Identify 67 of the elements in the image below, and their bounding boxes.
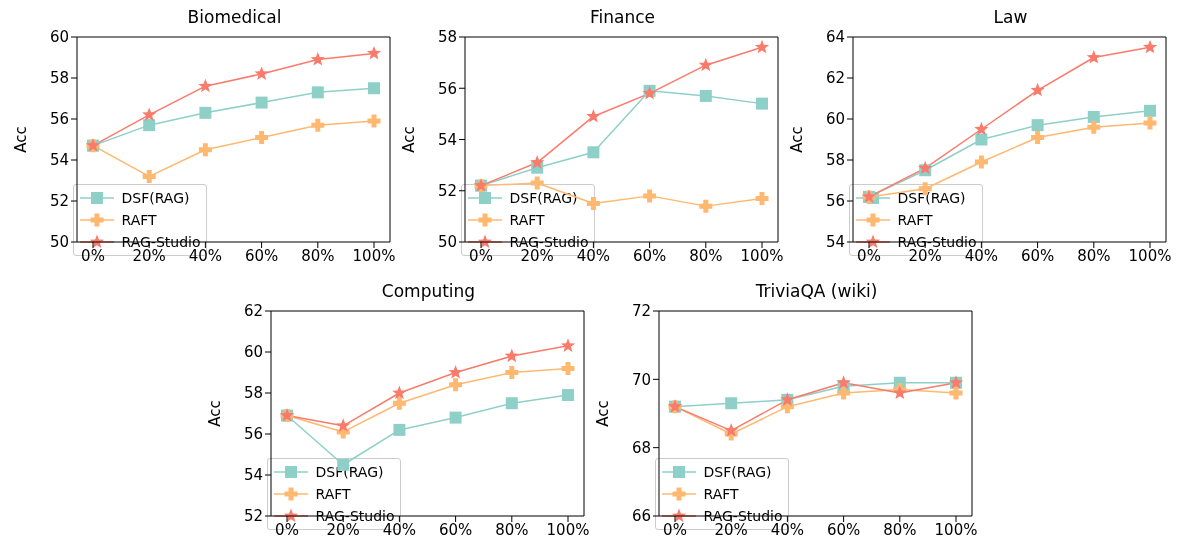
y-tick-label: 60: [49, 28, 69, 47]
y-tick-label: 66: [631, 507, 651, 526]
legend-label: DSF(RAG): [509, 190, 578, 206]
x-tick-label: 0%: [468, 246, 493, 265]
y-tick-label: 56: [49, 110, 69, 129]
x-tick-label: 0%: [80, 246, 105, 265]
legend-label: DSF(RAG): [315, 464, 384, 480]
y-tick-label: 64: [825, 28, 845, 47]
legend-label: RAFT: [703, 486, 739, 502]
x-tick-label: 60%: [1020, 246, 1054, 265]
y-tick-label: 56: [825, 192, 845, 211]
y-tick-label: 58: [825, 151, 845, 170]
y-tick-label: 54: [49, 151, 69, 170]
y-tick-label: 58: [437, 28, 457, 47]
y-tick-label: 52: [437, 182, 457, 201]
legend-label: DSF(RAG): [897, 190, 966, 206]
y-axis-title: Acc: [205, 400, 224, 427]
legend-label: RAFT: [121, 212, 157, 228]
x-tick-label: 0%: [662, 520, 687, 539]
y-tick-label: 58: [243, 384, 263, 403]
y-axis-title: Acc: [787, 126, 806, 153]
chart-title: Law: [992, 7, 1029, 27]
x-tick-label: 0%: [274, 520, 299, 539]
chart-title: Computing: [380, 281, 477, 301]
x-tick-label: 60%: [244, 246, 278, 265]
x-tick-label: 80%: [494, 520, 528, 539]
x-tick-label: 60%: [632, 246, 666, 265]
y-tick-label: 58: [49, 69, 69, 88]
y-tick-label: 54: [243, 466, 263, 485]
legend-label: RAFT: [315, 486, 351, 502]
y-tick-label: 62: [825, 69, 845, 88]
y-tick-label: 50: [437, 233, 457, 252]
x-tick-label: 80%: [688, 246, 722, 265]
x-tick-label: 80%: [1076, 246, 1110, 265]
y-tick-label: 60: [243, 343, 263, 362]
legend-label: RAFT: [509, 212, 545, 228]
y-axis-title: Acc: [593, 400, 612, 427]
y-tick-label: 54: [825, 233, 845, 252]
legend-label: DSF(RAG): [703, 464, 772, 480]
y-axis-title: Acc: [399, 126, 418, 153]
x-tick-label: 60%: [826, 520, 860, 539]
chart-title: TriviaQA (wiki): [754, 281, 879, 301]
legend-label: RAFT: [897, 212, 933, 228]
x-tick-label: 100%: [1128, 246, 1171, 265]
x-tick-label: 100%: [546, 520, 589, 539]
y-tick-label: 54: [437, 130, 457, 149]
y-tick-label: 68: [631, 438, 651, 457]
x-tick-label: 100%: [934, 520, 977, 539]
x-tick-label: 80%: [300, 246, 334, 265]
y-tick-label: 56: [437, 79, 457, 98]
y-tick-label: 62: [243, 302, 263, 321]
y-tick-label: 52: [243, 507, 263, 526]
x-tick-label: 80%: [882, 520, 916, 539]
chart-title: Biomedical: [186, 7, 283, 27]
x-tick-label: 60%: [438, 520, 472, 539]
y-tick-label: 72: [631, 302, 651, 321]
x-tick-label: 0%: [856, 246, 881, 265]
y-tick-label: 56: [243, 425, 263, 444]
y-tick-label: 52: [49, 192, 69, 211]
x-tick-label: 100%: [740, 246, 783, 265]
y-tick-label: 70: [631, 370, 651, 389]
y-axis-title: Acc: [11, 126, 30, 153]
y-tick-label: 50: [49, 233, 69, 252]
chart-title: Finance: [588, 7, 656, 27]
x-tick-label: 100%: [352, 246, 395, 265]
legend-label: DSF(RAG): [121, 190, 190, 206]
y-tick-label: 60: [825, 110, 845, 129]
